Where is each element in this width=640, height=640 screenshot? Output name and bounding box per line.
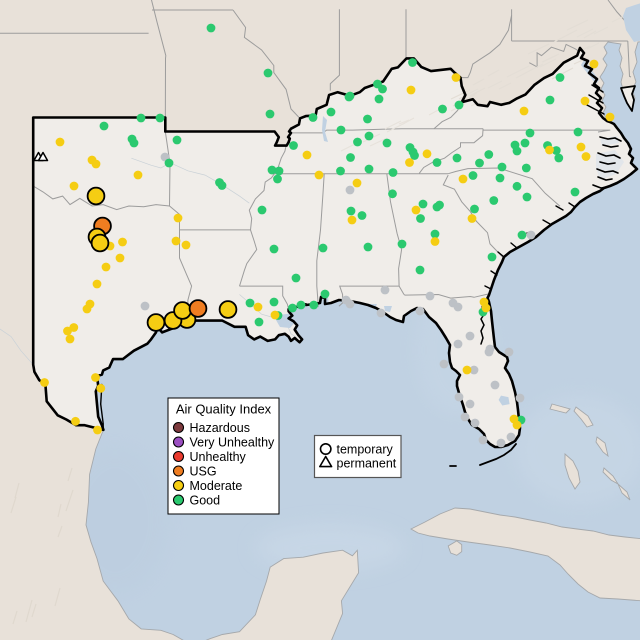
svg-text:Hazardous: Hazardous [190, 421, 250, 435]
svg-text:temporary: temporary [337, 443, 394, 457]
svg-text:Moderate: Moderate [190, 479, 243, 493]
svg-text:Unhealthy: Unhealthy [190, 450, 247, 464]
svg-text:Air Quality Index: Air Quality Index [176, 402, 272, 417]
svg-text:Very Unhealthy: Very Unhealthy [190, 436, 276, 450]
svg-text:Good: Good [190, 494, 221, 508]
svg-text:USG: USG [190, 465, 217, 479]
svg-text:permanent: permanent [337, 457, 397, 471]
